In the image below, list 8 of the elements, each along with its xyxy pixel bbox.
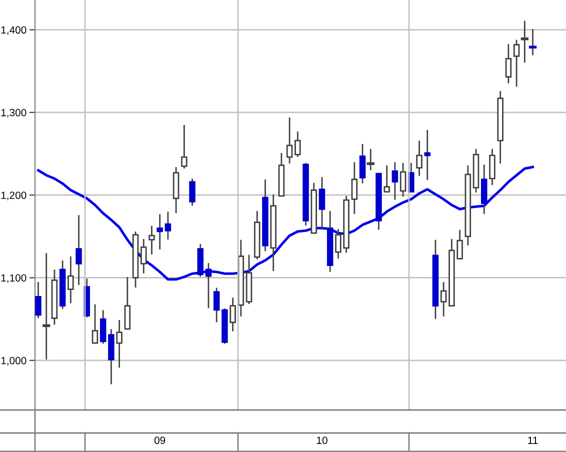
x-tick-label: 09 (154, 436, 166, 444)
y-tick-label: 1,000 (1, 356, 26, 366)
y-tick-label: 1,300 (1, 108, 26, 118)
y-tick-label: 1,200 (1, 192, 26, 200)
y-tick-label: 1,100 (1, 274, 26, 283)
x-tick-label: 11 (528, 436, 538, 444)
y-tick-label: 1,400 (1, 26, 26, 35)
x-tick-label: 10 (316, 436, 328, 444)
